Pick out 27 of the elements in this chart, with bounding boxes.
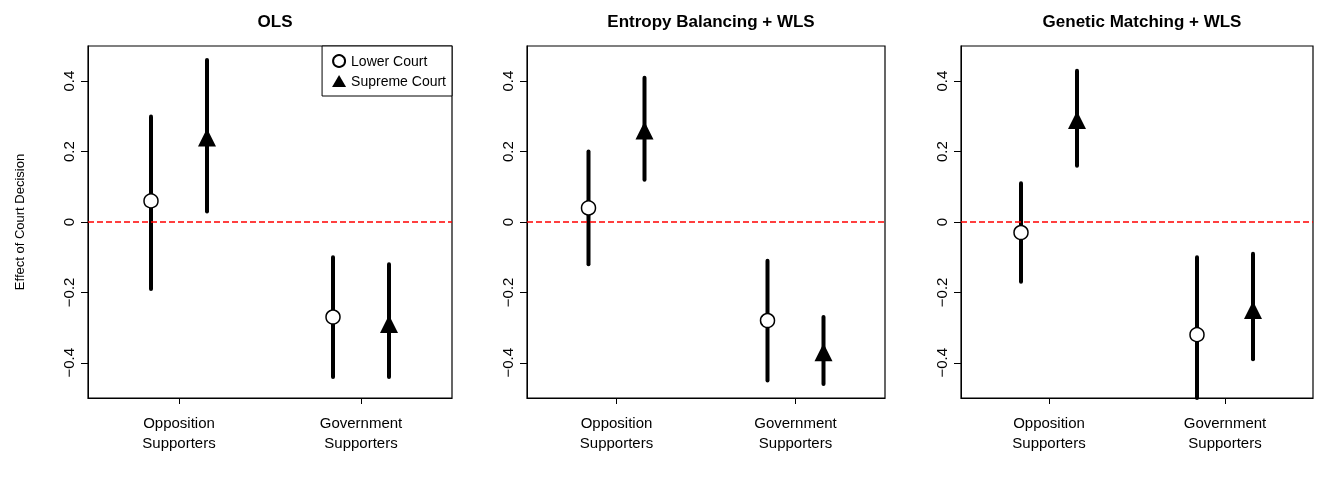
y-axis-title: Effect of Court Decision [12,153,27,291]
legend-label: Supreme Court [351,73,447,89]
chart-title: OLS [257,12,293,31]
x-tick-label: Government Supporters [754,413,838,451]
y-tick-label: 0.4 [933,70,950,92]
y-tick-label: −0.4 [60,347,77,378]
y-tick-label: 0.4 [499,70,516,92]
y-tick-label: −0.2 [499,277,516,308]
y-tick-label: 0.2 [933,141,950,163]
x-tick-label: Opposition Supporters [1012,413,1086,451]
x-tick-label: Government Supporters [319,413,404,451]
y-tick-label: −0.4 [499,347,516,378]
x-tick-label: Opposition Supporters [142,413,216,451]
y-tick-label: 0 [933,217,950,227]
y-tick-label: 0.2 [60,141,77,163]
legend-label: Lower Court [351,53,428,69]
chart-title: Entropy Balancing + WLS [607,12,815,31]
y-tick-label: 0.4 [60,70,77,92]
y-tick-label: 0.2 [499,141,516,163]
y-tick-label: −0.2 [60,277,77,308]
y-tick-label: 0 [499,217,516,227]
x-tick-label: Government Supporters [1183,413,1268,451]
y-tick-label: −0.2 [933,277,950,308]
y-tick-label: −0.4 [933,347,950,378]
chart-title: Genetic Matching + WLS [1042,12,1242,31]
x-tick-label: Opposition Supporters [579,413,654,451]
y-tick-label: 0 [60,217,77,227]
